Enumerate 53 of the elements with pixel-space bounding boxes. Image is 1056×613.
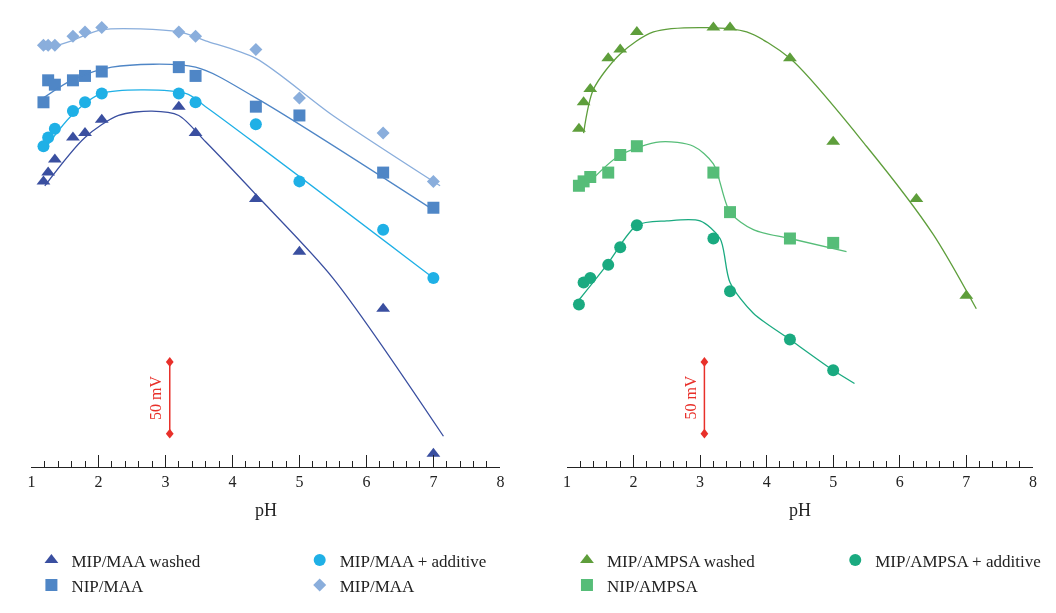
annotation: 50 mV [682, 375, 700, 420]
point [249, 118, 262, 131]
point [584, 272, 597, 285]
x-axis-title: pH [788, 500, 811, 521]
x-tick-label: 8 [1028, 473, 1037, 491]
point [293, 109, 306, 122]
legend-label: NIP/MAA [71, 576, 144, 596]
point [602, 166, 615, 179]
point [37, 96, 50, 109]
x-tick-label: 4 [762, 473, 771, 491]
x-tick-label: 2 [629, 473, 638, 491]
point [724, 285, 737, 298]
x-tick-label: 6 [895, 473, 904, 491]
legend-label: NIP/AMPSA [606, 576, 699, 596]
point [783, 232, 796, 245]
point [189, 69, 202, 82]
x-tick-label: 1 [562, 473, 571, 491]
x-tick-label: 8 [496, 473, 505, 491]
point [66, 29, 80, 43]
point [427, 272, 440, 285]
legend-label: MIP/MAA washed [71, 551, 201, 571]
point [66, 131, 80, 141]
point [572, 122, 586, 132]
x-tick-label: 7 [962, 473, 971, 491]
point [707, 166, 720, 179]
x-tick-label: 5 [829, 473, 838, 491]
legend-label: MIP/AMPSA washed [606, 551, 756, 571]
point [572, 298, 585, 311]
point [172, 61, 185, 74]
point [292, 91, 306, 105]
legend-label: MIP/MAA [339, 576, 416, 596]
point [377, 223, 390, 236]
point [249, 100, 262, 113]
point [95, 65, 108, 78]
x-tick-label: 3 [696, 473, 705, 491]
point [584, 170, 597, 183]
point [827, 236, 840, 249]
point [376, 126, 390, 140]
x-tick-label: 2 [94, 473, 103, 491]
annotation: 50 mV [147, 375, 165, 420]
x-tick-label: 1 [27, 473, 36, 491]
point [78, 127, 92, 137]
x-tick-label: 7 [429, 473, 438, 491]
x-tick-label: 3 [161, 473, 170, 491]
point [377, 166, 390, 179]
legend-label: MIP/MAA + additive [339, 551, 487, 571]
x-tick-label: 5 [295, 473, 304, 491]
point [48, 78, 61, 91]
point [249, 43, 263, 57]
x-axis-title: pH [254, 500, 277, 521]
x-tick-label: 6 [362, 473, 371, 491]
x-tick-label: 4 [228, 473, 237, 491]
legend-label: MIP/AMPSA + additive [875, 551, 1041, 571]
